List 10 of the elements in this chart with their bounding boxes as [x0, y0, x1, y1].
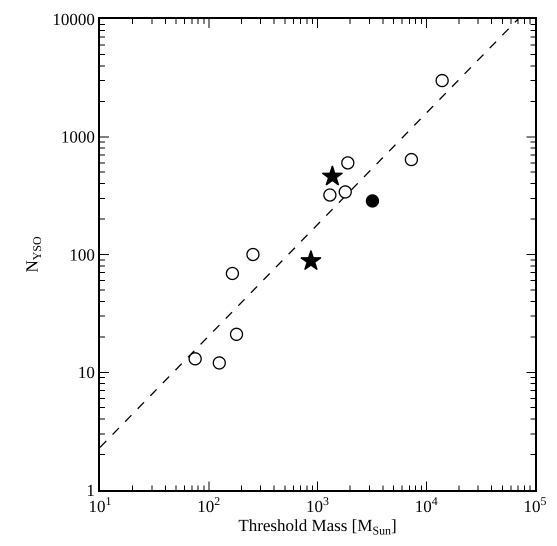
- y-tick-label: 1: [86, 480, 95, 500]
- x-tick-label: 10$^{4}$: [414, 494, 438, 516]
- y-tick-label: 1000: [60, 128, 95, 147]
- y-tick-label: 10: [78, 363, 95, 382]
- y-tick-label: 100: [69, 245, 95, 264]
- x-tick-label: 10$^{3}$: [306, 494, 330, 516]
- x-tick-label: 10$^{2}$: [197, 494, 220, 516]
- x-tick-label: 10$^{5}$: [524, 494, 547, 516]
- y-tick-label: 10000: [52, 10, 95, 29]
- x-axis-title: Threshold Mass [M$_{Sun}$]: [238, 516, 397, 538]
